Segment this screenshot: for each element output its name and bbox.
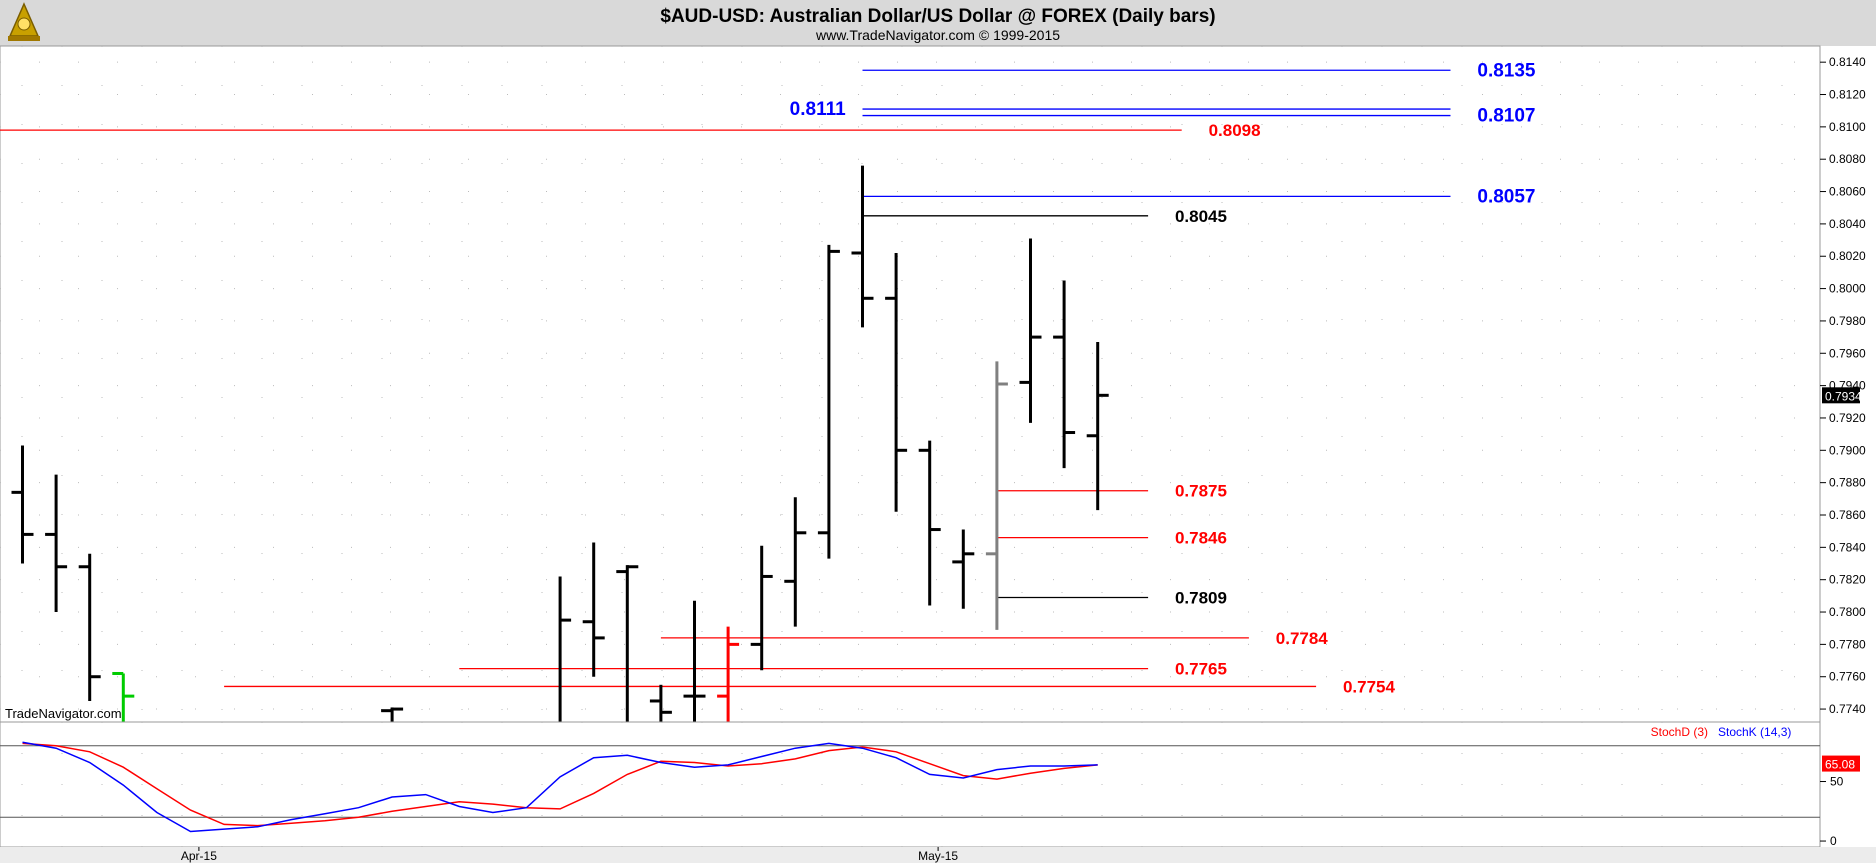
price-tick-label: 0.8020: [1829, 249, 1866, 263]
ohlc-bar: [11, 445, 34, 564]
price-levels: 0.8135 0.8111 0.8107 0.8098 0.8057 0.8045 0.78…: [0, 60, 1536, 696]
ohlc-bar: [78, 553, 101, 701]
level-label: 0.8098: [1209, 121, 1261, 140]
level-label: 0.7846: [1175, 529, 1227, 548]
ohlc-bar: [985, 361, 1008, 630]
price-tick-label: 0.7960: [1829, 346, 1866, 360]
ohlc-bar: [683, 600, 706, 722]
price-tick-label: 0.7800: [1829, 605, 1866, 619]
stoch-lines: [22, 741, 1098, 833]
ohlc-bar: [112, 671, 135, 722]
level-label: 0.7765: [1175, 660, 1227, 679]
level-label: 0.8057: [1477, 186, 1535, 207]
price-tick-label: 0.8060: [1829, 185, 1866, 199]
level-label: 0.7875: [1175, 482, 1227, 501]
price-tick-label: 0.7780: [1829, 637, 1866, 651]
price-tick-label: 0.7840: [1829, 540, 1866, 554]
level-label: 0.8107: [1477, 106, 1535, 127]
ohlc-bar: [1019, 238, 1042, 423]
price-tick-label: 0.7900: [1829, 443, 1866, 457]
price-tick-label: 0.7980: [1829, 314, 1866, 328]
stoch-plot-frame: [0, 721, 1821, 848]
ohlc-bar: [851, 165, 874, 328]
level-label: 0.8045: [1175, 207, 1227, 226]
price-tick-label: 0.8100: [1829, 120, 1866, 134]
level-label: 0.8111: [790, 99, 846, 120]
last-price-label: 0.7934: [1825, 389, 1862, 403]
legend-stochd: StochD (3): [1651, 725, 1708, 739]
x-tick-label: May-15: [918, 849, 958, 863]
price-tick-label: 0.7920: [1829, 411, 1866, 425]
ohlc-bar: [381, 707, 404, 722]
stoch-last-label: 65.08: [1825, 758, 1855, 772]
ohlc-bar: [649, 684, 672, 722]
ohlc-bar: [717, 626, 740, 722]
price-tick-label: 0.8080: [1829, 152, 1866, 166]
ohlc-bar: [616, 565, 639, 722]
price-tick-label: 0.8140: [1829, 55, 1866, 69]
level-label: 0.8135: [1477, 60, 1536, 81]
price-tick-label: 0.7880: [1829, 476, 1866, 490]
level-label: 0.7754: [1343, 677, 1396, 696]
stoch-panel: 0 50 65.08 StochD (3) StochK (14,3): [0, 721, 1860, 848]
price-tick-label: 0.8120: [1829, 88, 1866, 102]
ohlc-bar: [817, 244, 840, 559]
ohlc-bar: [1086, 341, 1109, 511]
x-axis: Apr-15 May-15: [0, 847, 1876, 863]
x-tick-label: Apr-15: [181, 849, 217, 863]
ohlc-bar: [784, 497, 807, 627]
stoch-series-line: [22, 742, 1098, 827]
price-axis: 0.7740 0.7760 0.7780 0.7800 0.7820 0.7840 0.78…: [1820, 55, 1866, 716]
price-tick-label: 0.7760: [1829, 670, 1866, 684]
stoch-grid: [0, 722, 1820, 847]
level-label: 0.7784: [1276, 629, 1329, 648]
ohlc-bar: [1053, 280, 1076, 469]
price-bars: [11, 165, 1109, 727]
chart-title: $AUD-USD: Australian Dollar/US Dollar @ …: [660, 6, 1215, 27]
price-tick-label: 0.8000: [1829, 282, 1866, 296]
watermark: TradeNavigator.com: [5, 706, 122, 721]
price-tick-label: 0.8040: [1829, 217, 1866, 231]
ohlc-bar: [582, 542, 605, 677]
level-label: 0.7809: [1175, 588, 1227, 607]
stoch-tick-label: 0: [1830, 834, 1837, 848]
ohlc-bar: [952, 529, 975, 609]
ohlc-bar: [45, 474, 68, 613]
legend-stochk: StochK (14,3): [1718, 725, 1791, 739]
price-tick-label: 0.7740: [1829, 702, 1866, 716]
stoch-axis: 0 50 65.08: [1820, 755, 1860, 848]
ohlc-bar: [918, 440, 941, 606]
last-price-badge: [1822, 387, 1860, 404]
stoch-last-badge: [1822, 755, 1860, 772]
logo-icon: [8, 2, 40, 41]
price-plot-frame: [0, 45, 1821, 723]
stoch-tick-label: 50: [1830, 775, 1844, 789]
chart-subtitle: www.TradeNavigator.com © 1999-2015: [815, 27, 1060, 43]
stoch-series-line: [22, 741, 1098, 833]
price-tick-label: 0.7860: [1829, 508, 1866, 522]
ohlc-bar: [750, 545, 773, 671]
x-axis-band: [0, 847, 1876, 863]
ohlc-bar: [885, 253, 908, 512]
header-band: [0, 0, 1876, 46]
price-tick-label: 0.7820: [1829, 573, 1866, 587]
price-panel: 0.8135 0.8111 0.8107 0.8098 0.8057 0.8045 0.78…: [0, 45, 1866, 727]
